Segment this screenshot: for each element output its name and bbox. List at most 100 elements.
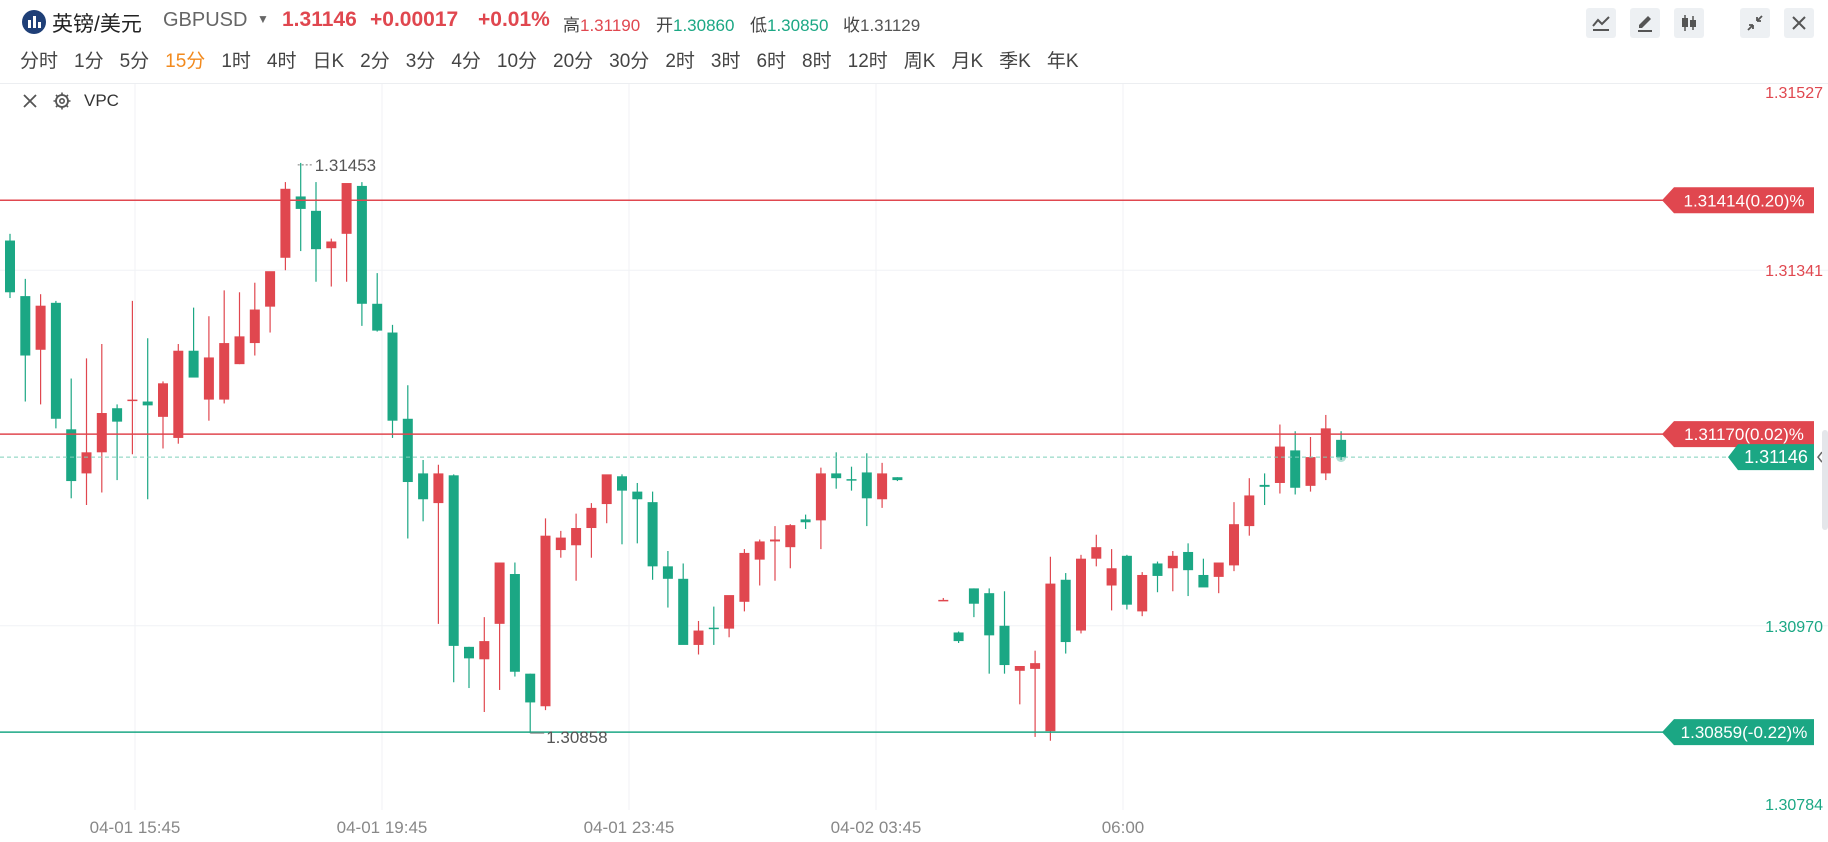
tab-interval-13[interactable]: 2时 [665,51,695,72]
candle-body[interactable] [158,383,168,417]
candle-body[interactable] [571,528,582,546]
candle-body[interactable] [754,541,765,560]
candle-body[interactable] [1290,450,1301,488]
candle-body[interactable] [96,413,107,453]
candle-body[interactable] [708,627,719,630]
candle-body[interactable] [1121,555,1132,605]
candle-body[interactable] [356,185,367,304]
tab-interval-21[interactable]: 年K [1046,51,1079,72]
candle-body[interactable] [739,552,750,602]
candle-body[interactable] [66,429,77,482]
candle-body[interactable] [662,566,673,579]
tab-interval-10[interactable]: 10分 [496,51,538,72]
candle-body[interactable] [341,183,352,234]
candle-body[interactable] [188,350,199,378]
candle-body[interactable] [938,599,949,602]
candle-body[interactable] [249,309,260,344]
candle-body[interactable] [1091,547,1102,559]
candle-body[interactable] [433,473,444,504]
candle-body[interactable] [1137,574,1148,612]
collapse-button[interactable] [1740,8,1770,38]
candle-body[interactable] [525,673,536,703]
candle-body[interactable] [50,302,61,419]
candle-body[interactable] [479,641,490,660]
candle-body[interactable] [1152,563,1163,576]
candle-body[interactable] [877,473,888,500]
candle-body[interactable] [601,474,612,505]
close-icon[interactable] [20,91,40,111]
candle-body[interactable] [280,188,291,258]
candle-body[interactable] [372,303,383,331]
candle-body[interactable] [173,350,184,438]
candle-body[interactable] [1305,457,1316,486]
candle-body[interactable] [632,491,643,500]
tab-interval-9[interactable]: 4分 [451,51,481,72]
candle-body[interactable] [234,336,245,365]
candle-body[interactable] [800,519,811,523]
level-price-tag[interactable] [1662,719,1814,746]
candle-body[interactable] [387,332,398,421]
last-price-tag[interactable] [1728,444,1814,471]
tab-interval-1[interactable]: 1分 [74,51,104,72]
tab-interval-8[interactable]: 3分 [405,51,436,72]
candle-body[interactable] [785,525,796,548]
candle-body[interactable] [112,408,123,422]
candle-body[interactable] [448,475,459,646]
chevron-left-icon[interactable] [1817,451,1823,463]
level-price-tag[interactable] [1662,421,1814,448]
candle-body[interactable] [81,452,92,474]
tab-interval-20[interactable]: 季K [999,51,1031,72]
candle-body[interactable] [968,588,979,604]
candle-body[interactable] [295,196,306,209]
candle-body[interactable] [1167,555,1178,569]
tab-interval-19[interactable]: 月K [951,51,984,72]
tab-interval-12[interactable]: 30分 [609,51,650,72]
candle-body[interactable] [203,357,214,400]
candle-body[interactable] [678,578,689,645]
candle-body[interactable] [326,241,337,249]
tab-interval-15[interactable]: 6时 [756,51,787,72]
candle-body[interactable] [831,473,842,479]
candle-body[interactable] [1336,439,1347,458]
candle-body[interactable] [127,399,138,402]
gear-icon[interactable] [52,91,72,111]
level-price-tag[interactable] [1662,187,1814,214]
tab-interval-11[interactable]: 20分 [553,51,594,72]
candle-body[interactable] [20,296,31,356]
indicator-name[interactable]: VPC [84,91,119,110]
indicator-button[interactable] [1586,8,1616,38]
candle-body[interactable] [693,630,704,645]
candle-body[interactable] [1198,574,1209,588]
candle-body[interactable] [953,632,964,642]
candle-body[interactable] [35,305,46,350]
close-button[interactable] [1784,8,1814,38]
candle-body[interactable] [999,625,1010,666]
candle-body[interactable] [617,476,627,491]
tab-interval-7[interactable]: 2分 [360,51,390,72]
candle-body[interactable] [861,472,872,499]
candle-body[interactable] [464,646,474,659]
tab-interval-16[interactable]: 8时 [802,51,832,72]
candle-body[interactable] [402,418,413,483]
tab-interval-17[interactable]: 12时 [847,51,888,72]
candle-body[interactable] [770,539,780,542]
candle-body[interactable] [724,595,735,629]
candle-body[interactable] [1229,524,1239,566]
chevron-down-icon[interactable]: ▼ [257,12,269,26]
symbol-name[interactable]: 英镑/美元 [52,13,142,36]
candle-body[interactable] [311,210,321,250]
candle-body[interactable] [1060,579,1071,643]
candle-type-button[interactable] [1674,8,1704,38]
candle-body[interactable] [1045,583,1056,732]
candle-body[interactable] [265,271,276,307]
candle-body[interactable] [647,502,658,567]
candle-body[interactable] [1259,484,1270,487]
tab-interval-14[interactable]: 3时 [710,51,741,72]
candle-body[interactable] [540,535,551,707]
candle-body[interactable] [1106,568,1117,586]
candle-body[interactable] [555,537,566,551]
draw-tool-button[interactable] [1630,8,1660,38]
candle-body[interactable] [1183,551,1194,571]
candle-body[interactable] [1030,663,1041,669]
